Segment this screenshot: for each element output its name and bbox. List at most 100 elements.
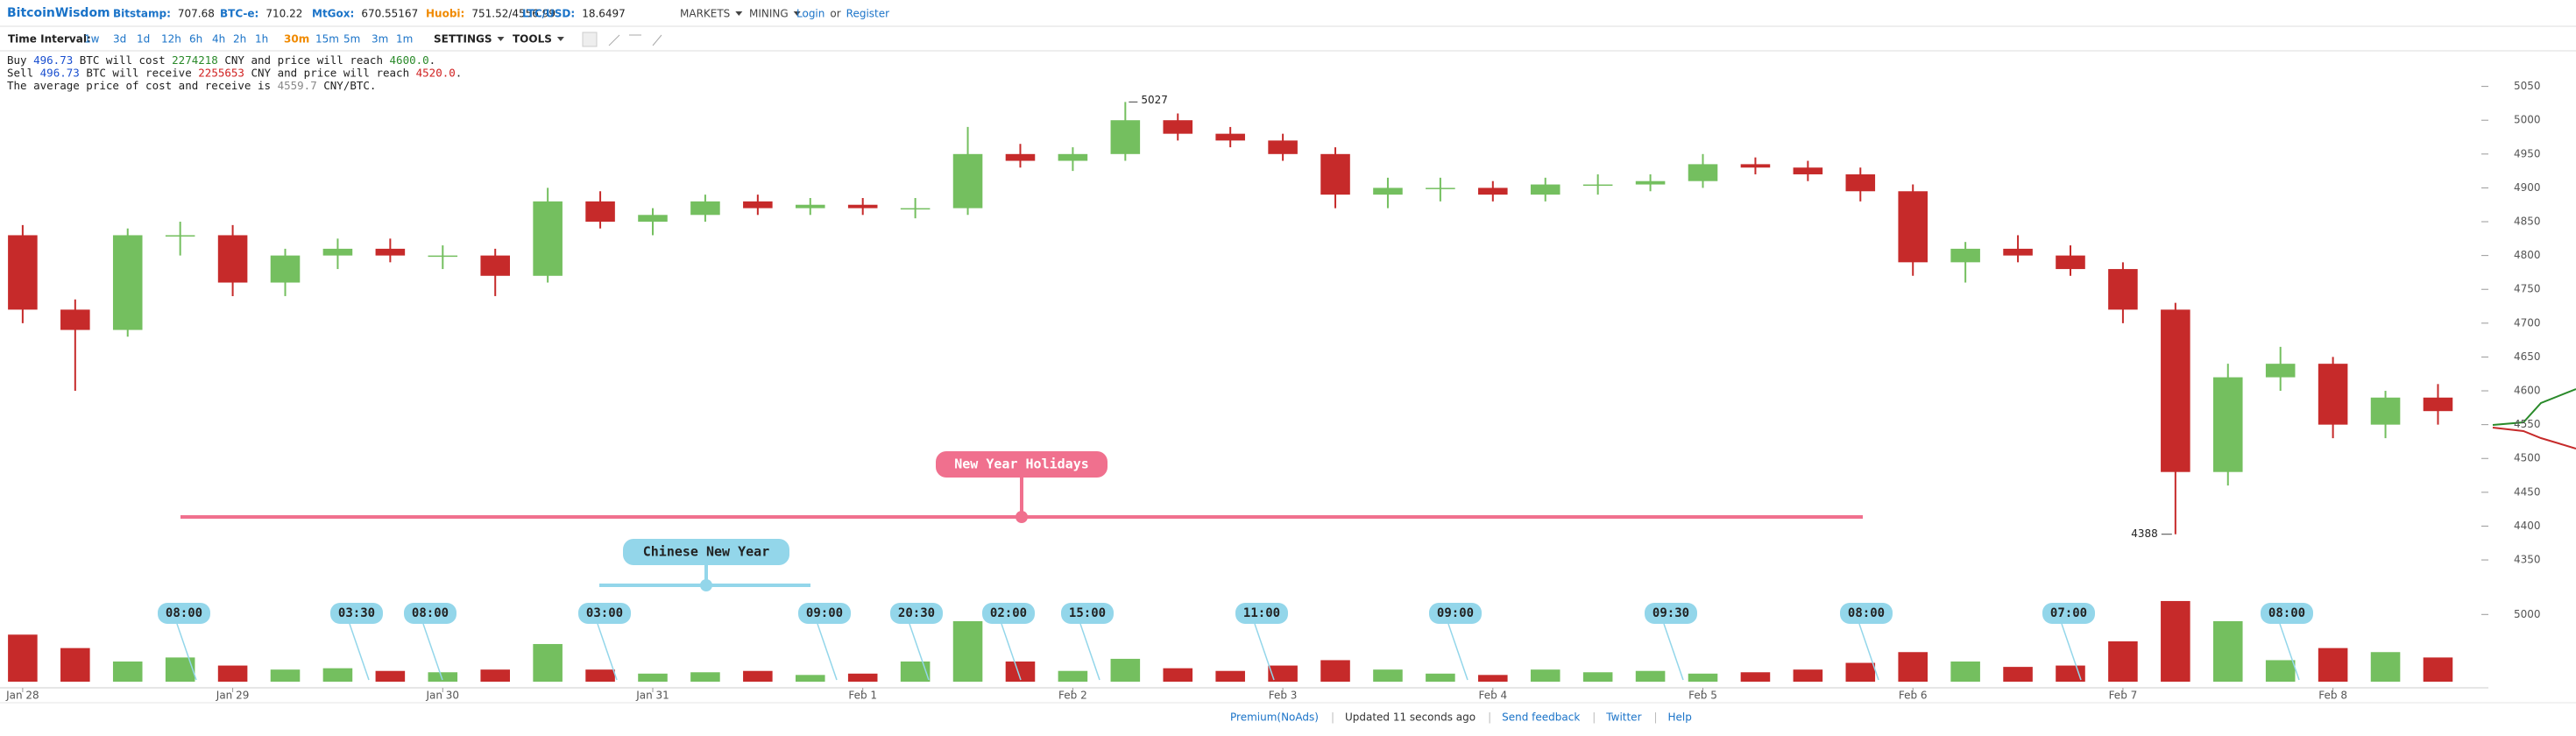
volume-bar: [1058, 670, 1088, 682]
candle-body: [2003, 248, 2033, 256]
candle-body: [60, 309, 90, 330]
time-marker-label: 07:00: [2050, 606, 2087, 620]
time-marker-pointer: [1254, 623, 1275, 681]
time-marker-label: 11:00: [1243, 606, 1280, 620]
candle-body: [322, 248, 353, 256]
time-marker-label: 08:00: [166, 606, 202, 620]
interval[interactable]: 4h: [212, 33, 225, 46]
ticker-name[interactable]: Bitstamp:: [113, 8, 171, 20]
time-marker-pointer: [1858, 623, 1879, 681]
interval[interactable]: 5m: [343, 33, 360, 46]
info-segment: 2274218: [172, 53, 218, 67]
x-tick-label: Feb 8: [2318, 690, 2347, 702]
volume-bar: [480, 669, 510, 682]
ticker-name[interactable]: LTC/USD:: [522, 8, 575, 20]
time-marker-label: 02:00: [990, 606, 1027, 620]
candle-body: [1793, 167, 1823, 174]
ticker-name[interactable]: MtGox:: [312, 8, 354, 20]
interval[interactable]: 12h: [161, 33, 181, 46]
time-marker-label: 03:00: [586, 606, 623, 620]
toolbar-menu[interactable]: SETTINGS: [434, 33, 492, 46]
info-segment: 4600.0: [390, 53, 429, 67]
x-tick-label: Feb 6: [1899, 690, 1928, 702]
candle-body: [952, 153, 983, 209]
separator: |: [1488, 711, 1491, 724]
volume-bar: [795, 675, 825, 682]
time-marker-bubble: [1840, 603, 1893, 624]
x-tick-label: Feb 7: [2109, 690, 2138, 702]
tool-icon[interactable]: [582, 32, 598, 47]
volume-bar: [112, 661, 143, 682]
time-marker-bubble: [1061, 603, 1114, 624]
login[interactable]: Login: [796, 8, 824, 20]
volume-bar: [1582, 672, 1613, 682]
y-tick-label: 4700: [2514, 316, 2541, 329]
register[interactable]: Register: [846, 8, 889, 20]
x-tick-label: Feb 5: [1688, 690, 1717, 702]
ticker-name[interactable]: Huobi:: [426, 8, 464, 20]
time-marker-label: 08:00: [2268, 606, 2305, 620]
volume-bar: [2161, 600, 2190, 682]
volume-bar: [1950, 661, 1980, 682]
time-marker-bubble: [982, 603, 1035, 624]
interval[interactable]: 2h: [233, 33, 246, 46]
volume-bar: [1635, 670, 1666, 682]
volume-bar: [2108, 640, 2138, 682]
x-tick-label: Feb 4: [1478, 690, 1507, 702]
ticker-name[interactable]: BTC-e:: [220, 8, 258, 20]
volume-bar: [1740, 672, 1771, 682]
info-segment: 2255653: [198, 66, 244, 79]
footer-item[interactable]: Send feedback: [1502, 711, 1580, 724]
tool-icon[interactable]: [608, 34, 620, 46]
candle-body: [533, 201, 563, 276]
event-dot: [1016, 511, 1028, 523]
tool-icon[interactable]: [652, 34, 662, 46]
y-tick-label: 4400: [2514, 520, 2541, 532]
time-marker-label: 08:00: [1848, 606, 1885, 620]
candle-body: [2423, 397, 2453, 412]
time-marker-label: 09:00: [806, 606, 843, 620]
x-tick-label: Feb 3: [1269, 690, 1298, 702]
info-line: Buy 496.73 BTC will cost 2274218 CNY and…: [7, 53, 435, 67]
footer-item[interactable]: Premium(NoAds): [1230, 711, 1319, 724]
interval[interactable]: 1d: [137, 33, 150, 46]
info-segment: BTC will receive: [80, 66, 198, 79]
volume-bar: [585, 669, 615, 682]
time-marker-label: 09:30: [1652, 606, 1689, 620]
volume-bar: [1320, 660, 1350, 682]
footer-item[interactable]: Twitter: [1605, 711, 1641, 724]
interval[interactable]: 30m: [284, 33, 309, 46]
interval[interactable]: 3m: [372, 33, 388, 46]
interval[interactable]: 3d: [113, 33, 126, 46]
logo[interactable]: BitcoinWisdom: [7, 6, 110, 20]
time-marker-pointer: [1447, 623, 1468, 681]
info-segment: Sell: [7, 66, 40, 79]
interval[interactable]: 1h: [255, 33, 268, 46]
candle-body: [1268, 140, 1298, 154]
time-marker-pointer: [817, 623, 838, 681]
toolbar-menu[interactable]: TOOLS: [513, 33, 552, 46]
candle-body: [2370, 397, 2401, 425]
dropdown-arrow: [735, 11, 743, 16]
x-tick-label: Jan 28: [5, 690, 39, 702]
candle-body: [690, 201, 720, 216]
candle-body: [1110, 120, 1141, 154]
time-marker-bubble: [404, 603, 456, 624]
candle-body: [8, 235, 38, 310]
interval[interactable]: 1m: [396, 33, 413, 46]
time-marker-bubble: [798, 603, 851, 624]
candle-body: [1898, 191, 1928, 263]
y-tick-label: 4950: [2514, 147, 2541, 159]
x-tick-label: Feb 1: [848, 690, 877, 702]
volume-bar: [638, 673, 668, 682]
footer-item[interactable]: Help: [1668, 711, 1692, 724]
time-marker-bubble: [1429, 603, 1482, 624]
menu[interactable]: MARKETS: [680, 8, 730, 20]
time-marker-pointer: [349, 623, 370, 681]
menu[interactable]: MINING: [749, 8, 789, 20]
volume-bar: [1215, 670, 1245, 682]
interval[interactable]: 6h: [189, 33, 202, 46]
time-marker-label: 08:00: [412, 606, 449, 620]
interval[interactable]: 1w: [84, 33, 100, 46]
interval[interactable]: 15m: [315, 33, 339, 46]
